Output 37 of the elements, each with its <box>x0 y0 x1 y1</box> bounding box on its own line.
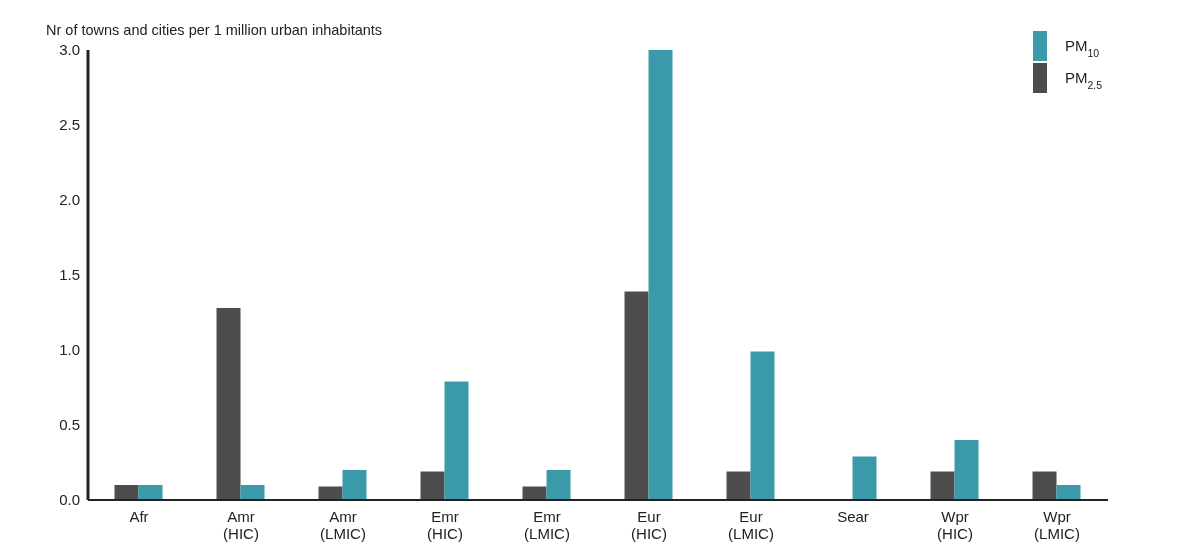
y-tick-label: 2.5 <box>59 116 80 134</box>
y-tick-label: 0.0 <box>59 491 80 509</box>
y-tick-label: 1.0 <box>59 341 80 359</box>
y-tick-label: 3.0 <box>59 41 80 59</box>
y-tick-label: 0.5 <box>59 416 80 434</box>
x-tick-label: Emr (HIC) <box>427 508 463 542</box>
x-tick-label: Amr (LMIC) <box>320 508 366 542</box>
bar <box>1056 485 1081 500</box>
bar <box>216 308 241 500</box>
bar <box>546 470 571 500</box>
bar <box>930 471 955 500</box>
bar <box>138 485 163 500</box>
x-tick-label: Eur (HIC) <box>631 508 667 542</box>
x-tick-label: Sear <box>837 508 869 525</box>
bar <box>420 471 445 500</box>
legend-label: PM$_{2.5}$ <box>1065 69 1103 91</box>
bar <box>240 485 265 500</box>
y-axis-title: Nr of towns and cities per 1 million urban inhabitants <box>46 22 383 38</box>
x-tick-label: Emr (LMIC) <box>524 508 570 542</box>
bar <box>648 50 673 500</box>
bar <box>1032 471 1057 500</box>
bar <box>726 471 751 500</box>
y-tick-label: 1.5 <box>59 266 80 284</box>
bar <box>954 440 979 500</box>
x-tick-label: Wpr (LMIC) <box>1034 508 1080 542</box>
legend-label: PM$_{10}$ <box>1065 37 1100 59</box>
y-tick-label: 2.0 <box>59 191 80 209</box>
bar <box>750 351 775 500</box>
bar <box>444 381 469 500</box>
bar <box>342 470 367 500</box>
bar <box>114 485 139 500</box>
x-tick-label: Wpr (HIC) <box>937 508 973 542</box>
x-tick-label: Afr <box>129 508 149 525</box>
bar <box>624 291 649 500</box>
bar <box>852 456 877 500</box>
x-tick-label: Amr (HIC) <box>223 508 259 542</box>
x-tick-label: Eur (LMIC) <box>728 508 774 542</box>
